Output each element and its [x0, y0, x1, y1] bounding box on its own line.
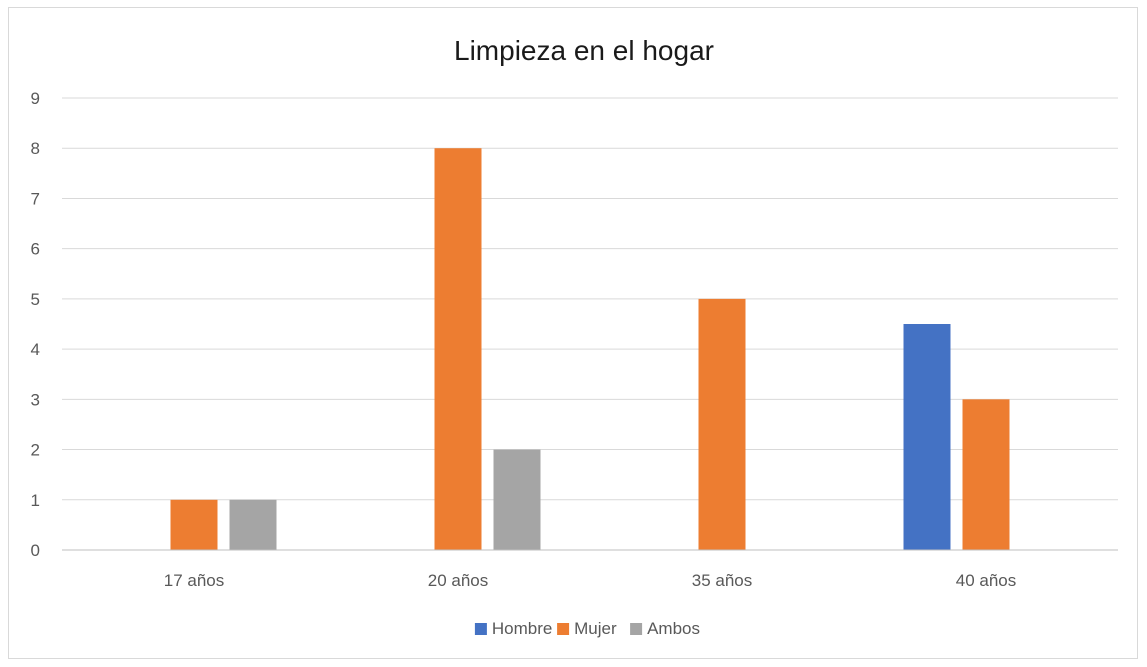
y-tick-label: 3 [31, 390, 40, 409]
bar-mujer-0 [170, 499, 218, 550]
legend-label: Hombre [492, 619, 552, 638]
y-tick-label: 4 [31, 340, 40, 359]
legend-label: Mujer [574, 619, 617, 638]
x-tick-label: 40 años [956, 571, 1017, 590]
bar-ambos-1 [493, 449, 541, 550]
chart-title: Limpieza en el hogar [454, 35, 714, 66]
y-tick-label: 1 [31, 491, 40, 510]
bar-hombre-3 [903, 324, 951, 550]
legend-item-hombre: Hombre [474, 619, 552, 638]
gridlines [62, 97, 1118, 501]
y-tick-label: 8 [31, 139, 40, 158]
y-axis-ticks: 0 1 2 3 4 5 6 7 8 9 [31, 89, 40, 560]
y-tick-label: 6 [31, 240, 40, 259]
y-tick-label: 5 [31, 290, 40, 309]
x-axis-ticks: 17 años 20 años 35 años 40 años [164, 571, 1017, 590]
legend-item-ambos: Ambos [630, 619, 700, 638]
x-tick-label: 35 años [692, 571, 753, 590]
legend-label: Ambos [647, 619, 700, 638]
y-tick-label: 9 [31, 89, 40, 108]
legend: Hombre Mujer Ambos [474, 619, 700, 638]
x-tick-label: 17 años [164, 571, 225, 590]
y-tick-label: 7 [31, 189, 40, 208]
y-tick-label: 0 [31, 541, 40, 560]
legend-swatch [557, 623, 570, 635]
legend-swatch [474, 623, 487, 635]
bar-mujer-1 [434, 148, 482, 550]
y-tick-label: 2 [31, 441, 40, 460]
legend-swatch [630, 623, 643, 635]
bar-mujer-3 [962, 399, 1010, 550]
bars [170, 148, 1010, 550]
bar-mujer-2 [698, 298, 746, 550]
x-tick-label: 20 años [428, 571, 489, 590]
legend-item-mujer: Mujer [557, 619, 617, 638]
bar-ambos-0 [229, 499, 277, 550]
